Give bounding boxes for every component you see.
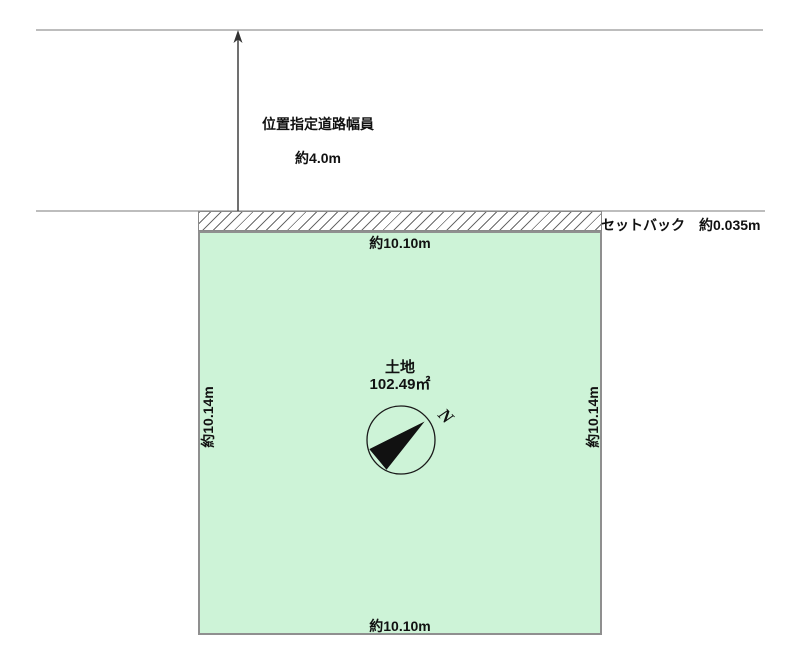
road-width-label-line2: 約4.0m — [295, 150, 341, 166]
dimension-right: 約10.14m — [585, 386, 601, 448]
road-width-arrow-icon — [233, 30, 243, 211]
road-width-label: 位置指定道路幅員 約4.0m — [238, 99, 398, 184]
land-parcel — [198, 231, 602, 635]
dimension-left: 約10.14m — [200, 386, 216, 448]
parcel-area: 102.49㎡ — [369, 376, 431, 393]
setback-hatch — [198, 211, 602, 231]
north-label: N — [434, 404, 459, 429]
compass-circle — [366, 405, 436, 475]
parcel-name: 土地 — [384, 359, 415, 376]
road-width-label-line1: 位置指定道路幅員 — [262, 116, 374, 132]
parcel-caption: 土地 102.49㎡ — [198, 359, 602, 393]
setback-label: セットバック 約0.035m — [601, 217, 761, 233]
north-arrow-icon — [369, 421, 425, 470]
dimension-bottom: 約10.10m — [369, 618, 431, 634]
dimension-top: 約10.10m — [369, 235, 431, 251]
road-edge-far — [36, 29, 763, 31]
north-compass: N — [366, 404, 459, 475]
